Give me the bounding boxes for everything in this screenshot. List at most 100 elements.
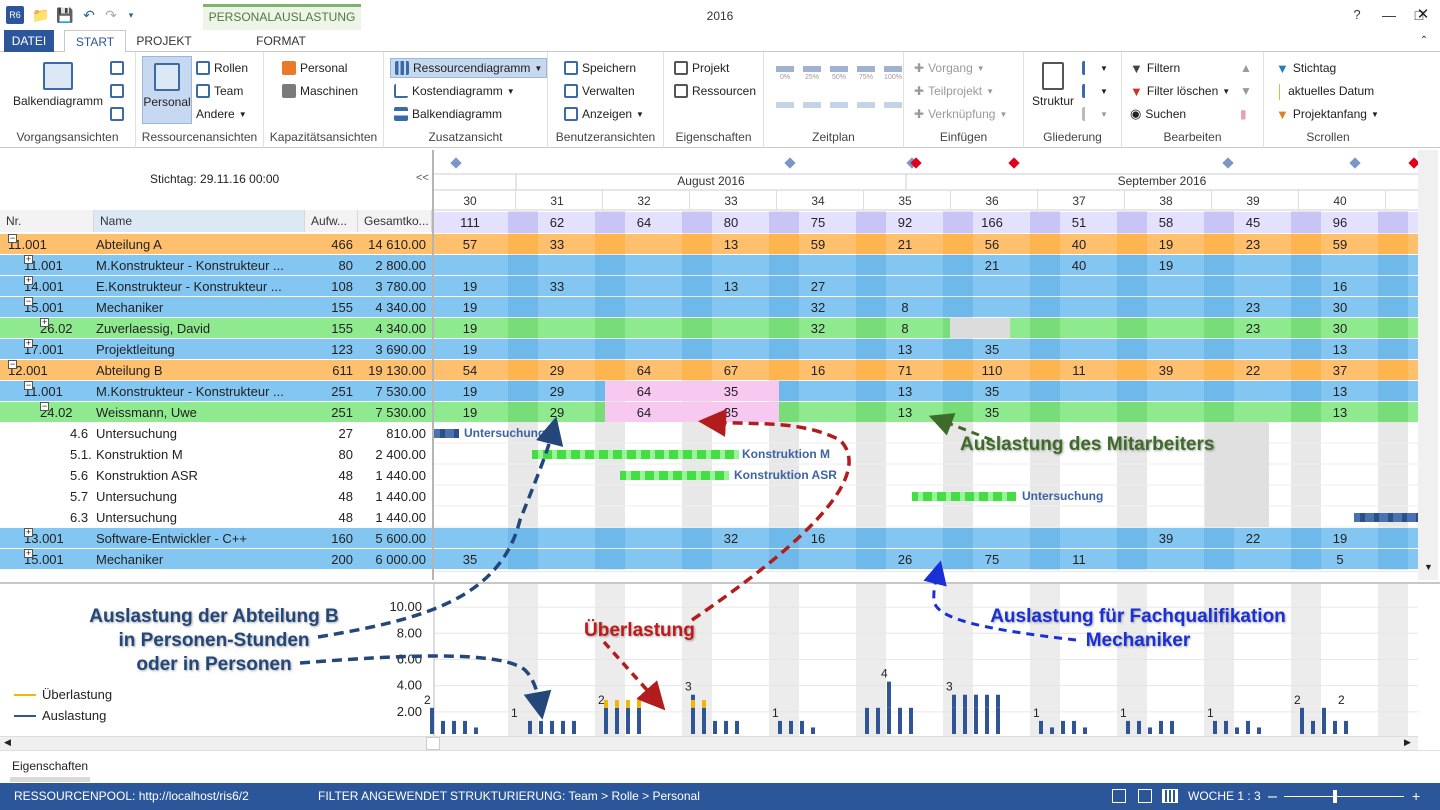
collapse-table-button[interactable]: << — [416, 172, 429, 184]
expand-icon[interactable]: + — [24, 339, 33, 348]
table-row[interactable]: +13.001 Software-Entwickler - C++ 160 5 600… — [0, 528, 432, 549]
zeitplan-0-button[interactable]: 0% — [774, 66, 796, 86]
close-icon[interactable]: ✕ — [1416, 6, 1430, 23]
kapazitaet-personal-button[interactable]: Personal — [282, 58, 347, 78]
column-header-aufwand[interactable]: Aufw... — [305, 210, 358, 232]
table-row[interactable]: 5.7 Untersuchung 48 1 440.00 — [0, 486, 432, 507]
view-chart-icon[interactable] — [1162, 789, 1178, 803]
expand-icon[interactable]: + — [24, 276, 33, 285]
splitter[interactable] — [432, 150, 434, 580]
suchen-button[interactable]: ◉ Suchen — [1130, 104, 1186, 124]
indent-icon[interactable]: ▼ — [1082, 58, 1108, 78]
tab-start[interactable]: START — [64, 30, 126, 52]
view-small-2-icon[interactable] — [110, 81, 124, 101]
tab-format[interactable]: FORMAT — [256, 34, 306, 48]
filtern-button[interactable]: ▼ Filtern — [1130, 58, 1180, 78]
projektanfang-dropdown[interactable]: ▼ Projektanfang ▼ — [1276, 104, 1379, 124]
scroll-right-icon[interactable]: ▶ — [1404, 737, 1411, 747]
customize-quick-access-icon[interactable]: ▾ — [128, 10, 134, 20]
team-button[interactable]: Team — [196, 81, 243, 101]
table-row[interactable]: −11.001 M.Konstrukteur - Konstrukteur ...… — [0, 381, 432, 402]
task-bar[interactable] — [1354, 513, 1418, 522]
expand-icon[interactable]: + — [24, 528, 33, 537]
expand-icon[interactable]: + — [24, 549, 33, 558]
filter-loeschen-dropdown[interactable]: ▼ Filter löschen ▼ — [1130, 81, 1230, 101]
zoom-slider-thumb[interactable] — [1333, 790, 1337, 803]
table-row[interactable]: 6.3 Untersuchung 48 1 440.00 — [0, 507, 432, 528]
horizontal-scrollbar[interactable]: ◀ ▶ — [0, 736, 1418, 750]
scroll-down-icon[interactable]: ▼ — [1424, 562, 1433, 572]
zeitplan-4-button[interactable]: 100% — [882, 66, 904, 86]
table-row[interactable]: 4.6 Untersuchung 27 810.00 — [0, 423, 432, 444]
scroll-thumb[interactable] — [426, 737, 440, 750]
table-row[interactable]: +15.001 Mechaniker 200 6 000.00 — [0, 549, 432, 570]
table-row[interactable]: −12.001 Abteilung B 611 19 130.00 — [0, 360, 432, 381]
vertical-scrollbar[interactable]: ▼ — [1418, 150, 1438, 580]
table-row[interactable]: +14.001 E.Konstrukteur - Konstrukteur ...… — [0, 276, 432, 297]
open-folder-icon[interactable]: 📁 — [32, 7, 50, 23]
projekt-properties-button[interactable]: Projekt — [674, 58, 729, 78]
collapse-icon[interactable]: − — [8, 360, 17, 369]
eraser-icon[interactable]: ▮ — [1240, 107, 1247, 121]
zoom-in-icon[interactable]: + — [1412, 788, 1421, 804]
view-table-icon[interactable] — [1138, 789, 1152, 803]
zeitplan-tool-4-button[interactable] — [882, 98, 904, 112]
zusatz-balkendiagramm-button[interactable]: Balkendiagramm — [394, 104, 502, 124]
undo-icon[interactable]: ↶ — [83, 7, 95, 23]
zeitplan-tool-3-button[interactable] — [855, 98, 877, 112]
task-bar[interactable] — [620, 471, 729, 480]
personal-view-button[interactable]: Personal — [142, 56, 192, 124]
verknuepfung-insert-dropdown[interactable]: ✚ Verknüpfung ▼ — [914, 104, 1007, 124]
maschinen-button[interactable]: Maschinen — [282, 81, 358, 101]
tab-projekt[interactable]: PROJEKT — [136, 34, 192, 48]
stichtag-scroll-button[interactable]: ▼ Stichtag — [1276, 58, 1336, 78]
anzeigen-dropdown[interactable]: Anzeigen ▼ — [564, 104, 644, 124]
task-bar[interactable] — [532, 450, 739, 459]
collapse-icon[interactable]: − — [8, 234, 17, 243]
expand-icon[interactable]: + — [24, 255, 33, 264]
zeitplan-3-button[interactable]: 75% — [855, 66, 877, 86]
aktuelles-datum-button[interactable]: │ aktuelles Datum — [1276, 81, 1374, 101]
save-icon[interactable]: 💾 — [56, 7, 74, 23]
table-row[interactable]: −15.001 Mechaniker 155 4 340.00 — [0, 297, 432, 318]
task-bar[interactable] — [434, 429, 459, 438]
view-normal-icon[interactable] — [1112, 789, 1126, 803]
task-bar[interactable] — [912, 492, 1016, 501]
collapse-icon[interactable]: − — [24, 381, 33, 390]
table-row[interactable]: −24.02 Weissmann, Uwe 251 7 530.00 — [0, 402, 432, 423]
struktur-button[interactable]: Struktur — [1030, 62, 1076, 108]
maximize-button[interactable]: □ — [1414, 7, 1424, 23]
expand-icon[interactable]: + — [40, 318, 49, 327]
minimize-button[interactable]: — — [1382, 7, 1396, 23]
sort-up-icon[interactable]: ▲ — [1240, 61, 1252, 75]
sort-down-icon[interactable]: ▼ — [1240, 84, 1252, 98]
collapse-ribbon-icon[interactable]: ⌃ — [1419, 35, 1429, 46]
andere-dropdown[interactable]: Andere ▼ — [196, 104, 247, 124]
properties-title[interactable]: Eigenschaften — [12, 759, 89, 773]
tab-datei[interactable]: DATEI — [4, 30, 54, 52]
view-small-1-icon[interactable] — [110, 58, 124, 78]
column-header-name[interactable]: Name — [94, 210, 305, 232]
outdent-icon[interactable]: ▼ — [1082, 81, 1108, 101]
table-row[interactable]: +26.02 Zuverlaessig, David 155 4 340.00 — [0, 318, 432, 339]
zeitplan-2-button[interactable]: 50% — [828, 66, 850, 86]
zeitplan-1-button[interactable]: 25% — [801, 66, 823, 86]
milestone-icon[interactable] — [1349, 157, 1361, 169]
move-icon[interactable]: ▼ — [1082, 104, 1108, 124]
table-row[interactable]: +11.001 M.Konstrukteur - Konstrukteur ...… — [0, 255, 432, 276]
zeitplan-tool-1-button[interactable] — [801, 98, 823, 112]
zoom-slider[interactable] — [1284, 796, 1404, 797]
help-icon[interactable]: ? — [1353, 7, 1361, 22]
vorgang-insert-dropdown[interactable]: ✚ Vorgang ▼ — [914, 58, 985, 78]
speichern-button[interactable]: Speichern — [564, 58, 636, 78]
ressourcendiagramm-dropdown[interactable]: Ressourcendiagramm ▼ — [390, 58, 548, 78]
table-row[interactable]: +17.001 Projektleitung 123 3 690.00 — [0, 339, 432, 360]
table-row[interactable]: 5.1.1 Konstruktion M 80 2 400.00 — [0, 444, 432, 465]
table-row[interactable]: −11.001 Abteilung A 466 14 610.00 — [0, 234, 432, 255]
rollen-button[interactable]: Rollen — [196, 58, 248, 78]
scroll-left-icon[interactable]: ◀ — [4, 737, 11, 747]
column-header-gesamtkosten[interactable]: Gesamtko... — [358, 210, 432, 232]
teilprojekt-insert-dropdown[interactable]: ✚ Teilprojekt ▼ — [914, 81, 994, 101]
collapse-icon[interactable]: − — [24, 297, 33, 306]
column-header-nr[interactable]: Nr. — [0, 210, 94, 232]
